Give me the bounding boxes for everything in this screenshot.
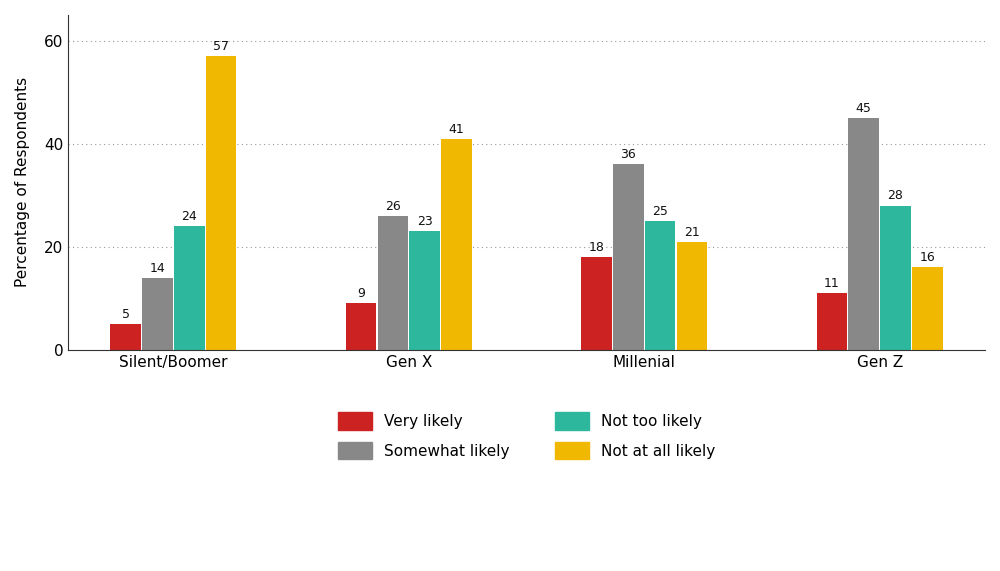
Bar xyxy=(142,278,173,350)
Text: 18: 18 xyxy=(589,241,605,254)
Text: 23: 23 xyxy=(417,215,433,228)
Text: 25: 25 xyxy=(652,205,668,218)
Bar xyxy=(174,226,205,350)
Legend: Very likely, Somewhat likely, Not too likely, Not at all likely: Very likely, Somewhat likely, Not too li… xyxy=(330,404,723,467)
Text: 36: 36 xyxy=(620,148,636,161)
Text: 24: 24 xyxy=(181,210,197,223)
Y-axis label: Percentage of Respondents: Percentage of Respondents xyxy=(15,77,30,287)
Bar xyxy=(581,257,612,350)
Bar xyxy=(346,303,376,350)
Text: 21: 21 xyxy=(684,226,700,239)
Text: 41: 41 xyxy=(449,123,464,135)
Bar xyxy=(441,139,472,350)
Text: 28: 28 xyxy=(888,190,903,203)
Text: 11: 11 xyxy=(824,277,840,290)
Text: 26: 26 xyxy=(385,200,401,213)
Bar xyxy=(677,242,707,350)
Text: 16: 16 xyxy=(919,251,935,264)
Bar xyxy=(409,231,440,350)
Bar xyxy=(880,206,911,350)
Text: 57: 57 xyxy=(213,40,229,53)
Bar xyxy=(817,293,847,350)
Bar xyxy=(912,267,943,350)
Bar xyxy=(848,118,879,350)
Text: 14: 14 xyxy=(150,262,165,275)
Bar xyxy=(378,216,408,350)
Bar xyxy=(206,56,236,350)
Bar xyxy=(110,324,141,350)
Text: 9: 9 xyxy=(357,287,365,300)
Text: 45: 45 xyxy=(856,102,872,115)
Bar xyxy=(613,164,644,350)
Text: 5: 5 xyxy=(122,308,130,321)
Bar xyxy=(645,221,675,350)
